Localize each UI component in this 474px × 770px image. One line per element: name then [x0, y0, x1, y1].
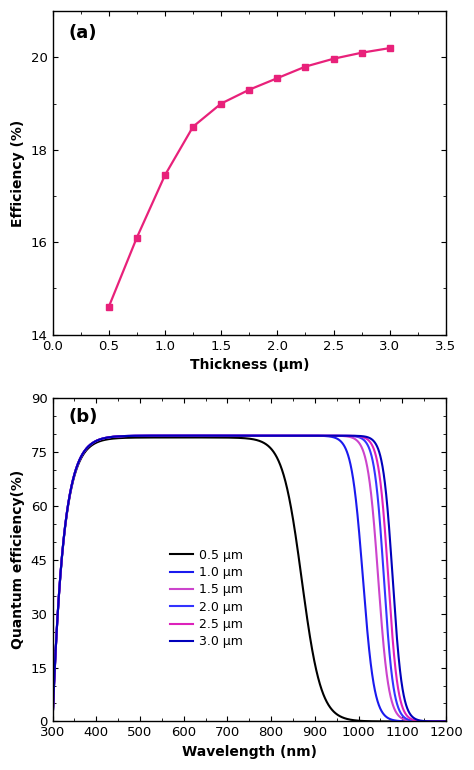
1.0 μm [218, 431, 223, 440]
0.5 μm [118, 434, 124, 443]
Line: 1.0 μm: 1.0 μm [53, 436, 446, 721]
2.5 μm [443, 717, 449, 726]
2.0 μm [50, 717, 55, 726]
Line: 3.0 μm: 3.0 μm [53, 436, 446, 721]
1.0 μm [443, 717, 449, 726]
0.5 μm [393, 717, 399, 726]
0.5 μm [436, 717, 441, 726]
2.5 μm [118, 432, 124, 441]
3.0 μm [118, 432, 124, 441]
1.5 μm [50, 717, 55, 726]
1.5 μm [94, 436, 100, 445]
2.5 μm [218, 431, 223, 440]
1.0 μm [436, 717, 441, 726]
1.5 μm [436, 717, 441, 726]
2.5 μm [94, 436, 100, 445]
2.0 μm [393, 695, 399, 705]
3.0 μm [94, 436, 100, 445]
2.5 μm [280, 431, 286, 440]
2.5 μm [393, 669, 399, 678]
2.0 μm [443, 717, 449, 726]
Text: (a): (a) [68, 24, 97, 42]
Line: 2.0 μm: 2.0 μm [53, 436, 446, 721]
Line: 1.5 μm: 1.5 μm [53, 436, 446, 721]
Y-axis label: Quantum efficiency(%): Quantum efficiency(%) [11, 470, 25, 649]
0.5 μm [50, 717, 55, 726]
Line: 2.5 μm: 2.5 μm [53, 436, 446, 721]
2.0 μm [94, 436, 100, 445]
3.0 μm [218, 431, 223, 440]
Text: (b): (b) [68, 407, 98, 426]
1.0 μm [201, 431, 206, 440]
1.0 μm [94, 436, 100, 445]
1.0 μm [50, 717, 55, 726]
1.0 μm [252, 431, 257, 440]
3.0 μm [443, 717, 449, 726]
Legend: 0.5 μm, 1.0 μm, 1.5 μm, 2.0 μm, 2.5 μm, 3.0 μm: 0.5 μm, 1.0 μm, 1.5 μm, 2.0 μm, 2.5 μm, … [165, 544, 248, 654]
3.0 μm [436, 717, 441, 726]
0.5 μm [443, 717, 449, 726]
1.5 μm [118, 432, 124, 441]
3.0 μm [283, 431, 289, 440]
3.0 μm [393, 622, 399, 631]
2.0 μm [218, 431, 223, 440]
Y-axis label: Efficiency (%): Efficiency (%) [11, 119, 25, 226]
1.5 μm [218, 431, 223, 440]
2.5 μm [201, 431, 206, 440]
2.0 μm [118, 432, 124, 441]
0.5 μm [182, 433, 187, 442]
Line: 0.5 μm: 0.5 μm [53, 437, 446, 721]
3.0 μm [201, 431, 206, 440]
0.5 μm [94, 437, 100, 447]
2.5 μm [436, 717, 441, 726]
1.5 μm [267, 431, 273, 440]
1.5 μm [201, 431, 206, 440]
0.5 μm [201, 433, 206, 442]
X-axis label: Thickness (μm): Thickness (μm) [190, 358, 309, 372]
2.0 μm [436, 717, 441, 726]
1.5 μm [443, 717, 449, 726]
2.5 μm [50, 717, 55, 726]
1.0 μm [118, 432, 124, 441]
1.0 μm [393, 716, 399, 725]
1.5 μm [393, 708, 399, 717]
2.0 μm [201, 431, 206, 440]
2.0 μm [277, 431, 283, 440]
3.0 μm [50, 717, 55, 726]
X-axis label: Wavelength (nm): Wavelength (nm) [182, 745, 317, 759]
0.5 μm [218, 433, 223, 442]
